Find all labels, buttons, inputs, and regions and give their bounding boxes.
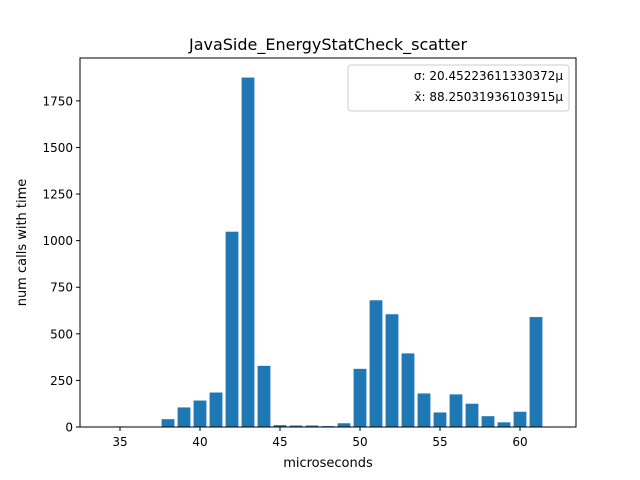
bar-56	[449, 394, 463, 427]
y-tick-label: 1500	[42, 141, 73, 155]
y-axis-label: num calls with time	[15, 179, 30, 307]
x-tick-label: 60	[512, 435, 527, 449]
bar-57	[465, 403, 479, 427]
chart-title: JavaSide_EnergyStatCheck_scatter	[188, 35, 467, 55]
bar-49	[337, 423, 351, 427]
bar-54	[417, 393, 431, 427]
bar-41	[209, 392, 223, 427]
legend-box	[347, 64, 570, 112]
x-axis-label: microseconds	[283, 456, 373, 471]
x-tick-label: 50	[352, 435, 367, 449]
bar-58	[481, 416, 495, 427]
bar-59	[497, 422, 511, 427]
y-tick-label: 250	[50, 374, 73, 388]
x-tick-label: 55	[432, 435, 447, 449]
y-tick-label: 500	[50, 327, 73, 341]
bar-44	[257, 365, 271, 427]
bar-38	[161, 419, 175, 427]
x-axis-ticks: 35 40 45 50 55 60	[112, 427, 528, 449]
bar-40	[193, 400, 207, 427]
x-tick-label: 40	[192, 435, 207, 449]
bar-46	[289, 425, 303, 427]
bar-60	[513, 411, 527, 427]
y-tick-label: 1000	[42, 234, 73, 248]
x-tick-label: 35	[112, 435, 127, 449]
bar-47	[305, 425, 319, 427]
y-tick-label: 1750	[42, 94, 73, 108]
bar-50	[353, 368, 367, 427]
plot-frame	[79, 57, 577, 428]
x-tick-label: 45	[272, 435, 287, 449]
bars-group	[113, 77, 543, 427]
bar-42	[225, 231, 239, 427]
y-tick-label: 1250	[42, 188, 73, 202]
bar-39	[177, 407, 191, 427]
bar-53	[401, 353, 415, 427]
y-axis-ticks: 0 250 500 750 1000 1250 1500 1750	[42, 94, 80, 435]
bar-45	[273, 425, 287, 427]
y-tick-label: 0	[65, 421, 73, 435]
legend: σ: 20.45223611330372µ x̄: 88.25031936103…	[347, 64, 570, 112]
bar-52	[385, 314, 399, 427]
bar-43	[241, 77, 255, 427]
bar-61	[529, 317, 543, 427]
bar-55	[433, 412, 447, 427]
bar-51	[369, 300, 383, 427]
legend-entry-mean: x̄: 88.25031936103915µ	[414, 90, 563, 104]
y-tick-label: 750	[50, 281, 73, 295]
legend-entry-sigma: σ: 20.45223611330372µ	[414, 69, 563, 83]
